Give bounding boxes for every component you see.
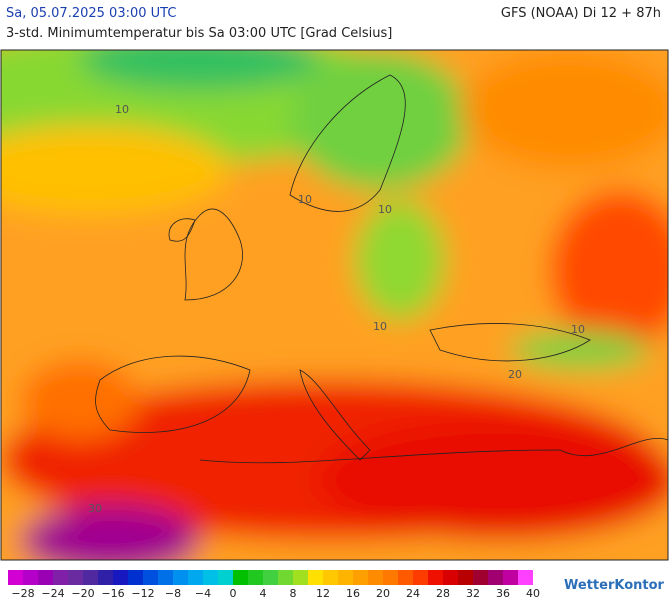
legend-swatch [308, 570, 323, 585]
legend-swatch [83, 570, 98, 585]
map-frame [0, 49, 669, 561]
legend-swatch [188, 570, 203, 585]
legend-swatch [23, 570, 38, 585]
coastlines [95, 74, 669, 464]
legend-swatch [518, 570, 533, 585]
legend-swatch [143, 570, 158, 585]
legend-swatch [353, 570, 368, 585]
legend-swatch [293, 570, 308, 585]
legend-swatch [128, 570, 143, 585]
temperature-field [1, 50, 668, 560]
contour-label: 10 [571, 323, 585, 336]
legend-swatch [428, 570, 443, 585]
legend-tick-label: 0 [230, 587, 237, 600]
legend-swatch [173, 570, 188, 585]
legend-tick-label: −16 [101, 587, 124, 600]
legend-swatch [8, 570, 23, 585]
legend-swatch [383, 570, 398, 585]
contour-label: 10 [378, 203, 392, 216]
legend-tick-label: 32 [466, 587, 480, 600]
legend-tick-label: −8 [165, 587, 181, 600]
legend-swatch [338, 570, 353, 585]
legend-swatch [38, 570, 53, 585]
contour-label: 10 [373, 320, 387, 333]
legend-tick-label: −4 [195, 587, 211, 600]
legend-swatch [233, 570, 248, 585]
legend-swatch [218, 570, 233, 585]
legend-tick-label: 24 [406, 587, 420, 600]
legend-tick-label: 12 [316, 587, 330, 600]
legend-swatch [53, 570, 68, 585]
legend-swatch [413, 570, 428, 585]
legend-tick-label: 40 [526, 587, 540, 600]
contour-label: 30 [88, 502, 102, 515]
legend-tick-label: −28 [11, 587, 34, 600]
contour-label: 20 [508, 368, 522, 381]
legend-tick-label: 36 [496, 587, 510, 600]
legend-swatch [203, 570, 218, 585]
legend-swatch [503, 570, 518, 585]
legend-swatch [113, 570, 128, 585]
legend-swatch [368, 570, 383, 585]
legend-swatch [473, 570, 488, 585]
map-subtitle: 3-std. Minimumtemperatur bis Sa 03:00 UT… [6, 26, 393, 41]
legend-tick-label: 20 [376, 587, 390, 600]
legend-swatch [278, 570, 293, 585]
legend-tick-label: −24 [41, 587, 64, 600]
legend-swatch [458, 570, 473, 585]
legend-tick-label: −20 [71, 587, 94, 600]
legend-tick-label: 4 [260, 587, 267, 600]
legend-swatch [323, 570, 338, 585]
legend-swatch [263, 570, 278, 585]
legend-swatch [248, 570, 263, 585]
contour-label: 10 [115, 103, 129, 116]
legend-tick-label: 16 [346, 587, 360, 600]
brand-logo: WetterKontor [564, 578, 665, 593]
valid-time: Sa, 05.07.2025 03:00 UTC [6, 6, 177, 21]
legend-swatch [68, 570, 83, 585]
legend-swatch [158, 570, 173, 585]
contour-label: 10 [298, 193, 312, 206]
legend-swatch [398, 570, 413, 585]
legend-swatch [443, 570, 458, 585]
legend-tick-label: 28 [436, 587, 450, 600]
legend-tick-label: −12 [131, 587, 154, 600]
model-run: GFS (NOAA) Di 12 + 87h [500, 6, 661, 21]
legend-tick-label: 8 [290, 587, 297, 600]
legend-swatch [98, 570, 113, 585]
legend-swatch [488, 570, 503, 585]
